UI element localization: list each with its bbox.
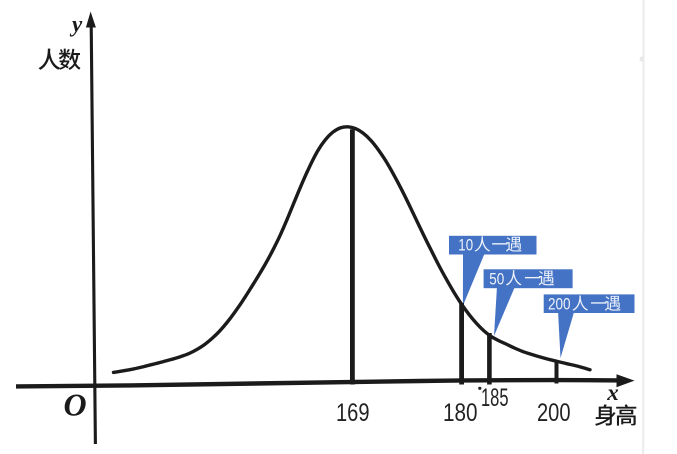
svg-text:180: 180 xyxy=(443,399,478,427)
svg-text:169: 169 xyxy=(336,399,370,427)
svg-text:y: y xyxy=(69,12,83,37)
svg-text:200: 200 xyxy=(548,295,571,314)
svg-text:10: 10 xyxy=(458,236,473,255)
svg-text:200: 200 xyxy=(537,399,571,427)
svg-text:50: 50 xyxy=(489,269,504,288)
svg-text:O: O xyxy=(64,386,87,422)
svg-text:185: 185 xyxy=(481,384,509,412)
svg-text:x: x xyxy=(606,380,619,405)
